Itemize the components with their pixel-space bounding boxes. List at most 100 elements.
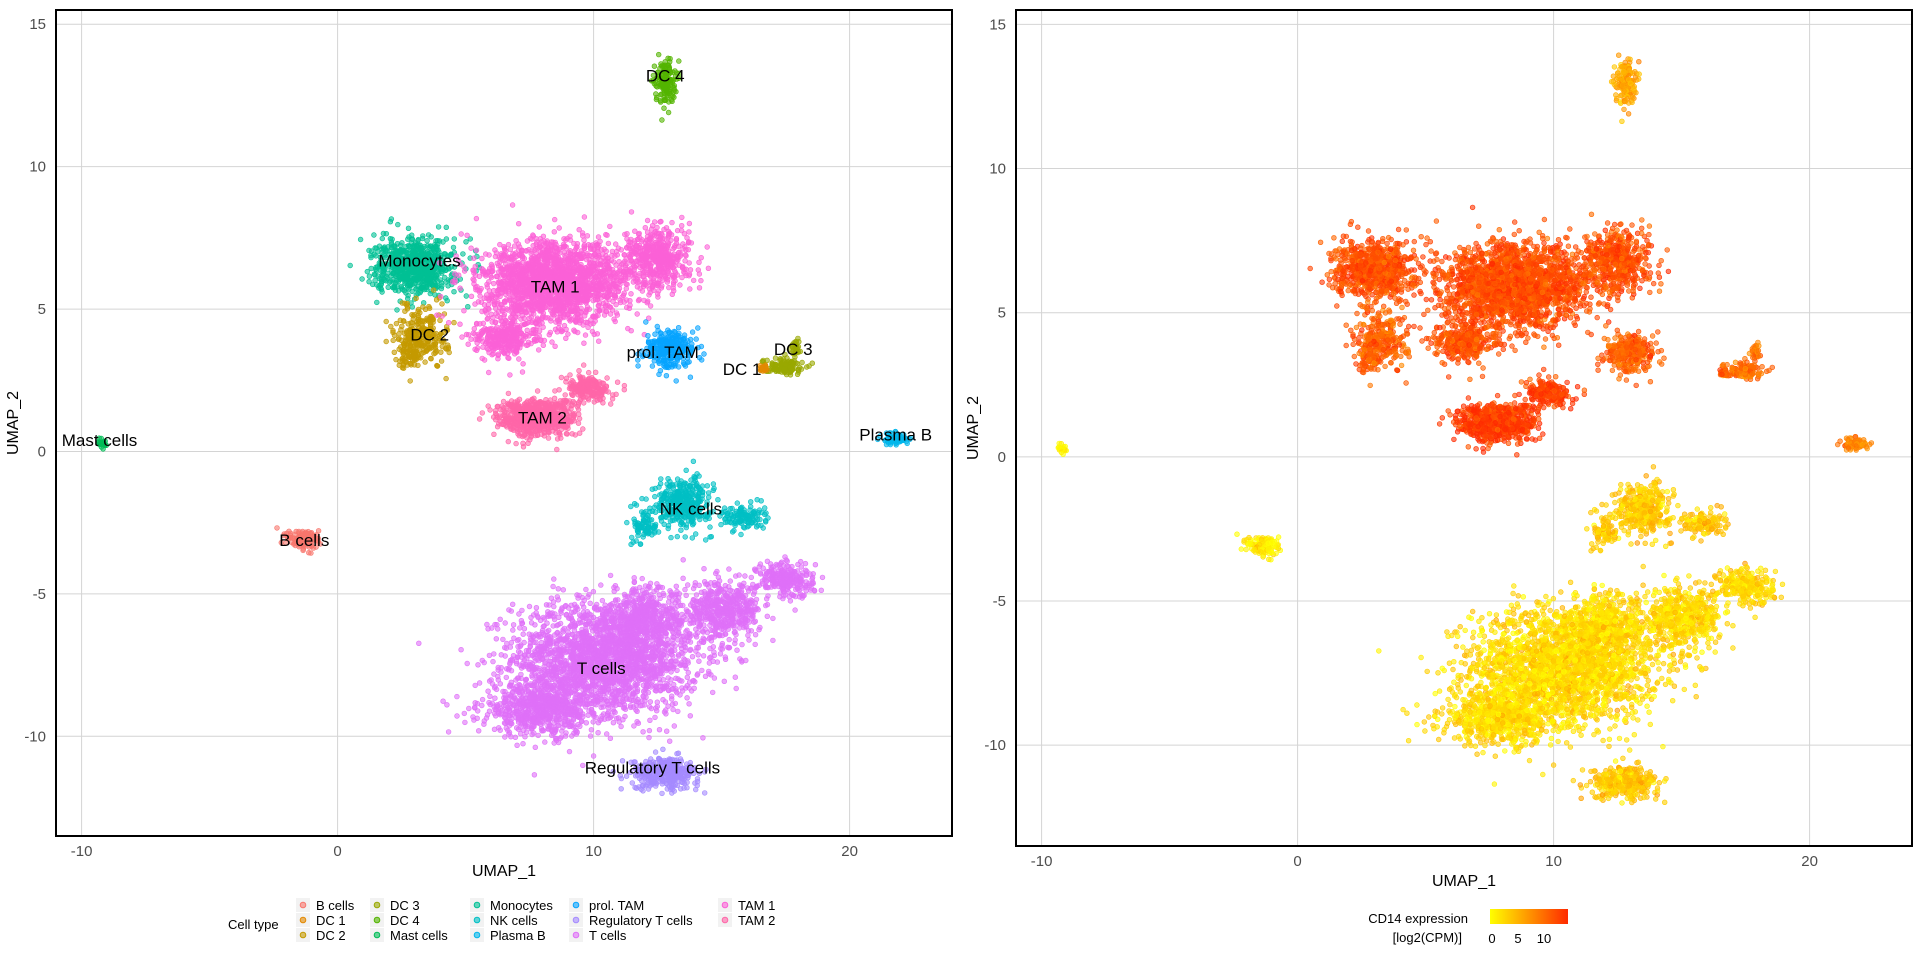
cell-point: [722, 679, 727, 684]
cell-point: [635, 689, 640, 694]
cell-point: [511, 622, 516, 627]
cell-point: [594, 628, 599, 633]
cell-point: [503, 654, 508, 659]
cell-point: [657, 727, 662, 732]
cell-point: [561, 587, 566, 592]
cell-point: [555, 595, 560, 600]
cell-point: [696, 652, 701, 657]
cell-point: [548, 642, 553, 647]
cell-point: [544, 602, 549, 607]
cell-point: [734, 686, 739, 691]
cell-point: [462, 711, 467, 716]
x-tick-label: 0: [333, 843, 341, 860]
cell-point: [710, 690, 715, 695]
cell-point: [650, 680, 655, 685]
cell-point: [640, 699, 645, 704]
cell-point: [563, 604, 568, 609]
cell-point: [579, 648, 584, 653]
cell-point: [620, 697, 625, 702]
cell-point: [516, 644, 521, 649]
cell-point: [571, 650, 576, 655]
cell-point: [569, 603, 574, 608]
cell-point: [655, 704, 660, 709]
cell-point: [552, 721, 557, 726]
cell-point: [662, 686, 667, 691]
cell-point: [641, 729, 646, 734]
cell-point: [583, 640, 588, 645]
cell-point: [591, 720, 596, 725]
cell-point: [644, 678, 649, 683]
cell-point: [546, 628, 551, 633]
cell-point: [683, 663, 688, 668]
cell-point: [517, 612, 522, 617]
cell-point: [487, 653, 492, 658]
cell-point: [546, 650, 551, 655]
cell-point: [594, 607, 599, 612]
x-tick-label: 20: [841, 843, 858, 860]
cell-point: [695, 673, 700, 678]
cell-point: [572, 661, 577, 666]
cell-point: [601, 645, 606, 650]
cell-point: [455, 714, 460, 719]
cell-point: [591, 615, 596, 620]
cell-point: [674, 584, 679, 589]
cell-point: [692, 686, 697, 691]
cell-point: [707, 671, 712, 676]
cell-point: [588, 601, 593, 606]
cell-point: [551, 604, 556, 609]
cell-point: [531, 613, 536, 618]
cell-point: [525, 664, 530, 669]
cell-point: [556, 586, 561, 591]
cell-point: [493, 713, 498, 718]
cell-point: [605, 626, 610, 631]
cell-point: [479, 703, 484, 708]
cell-point: [455, 694, 460, 699]
cell-point: [510, 602, 515, 607]
cell-point: [476, 728, 481, 733]
cell-point: [502, 645, 507, 650]
cell-point: [653, 715, 658, 720]
cell-point: [503, 621, 508, 626]
cell-point: [518, 692, 523, 697]
cell-point: [604, 732, 609, 737]
cell-point: [515, 655, 520, 660]
cell-point: [582, 598, 587, 603]
cell-point: [492, 672, 497, 677]
cell-point: [551, 661, 556, 666]
cell-point: [611, 681, 616, 686]
cell-point: [476, 662, 481, 667]
cell-point: [608, 636, 613, 641]
cell-point: [600, 598, 605, 603]
cell-point: [548, 611, 553, 616]
cell-point: [579, 719, 584, 724]
cell-point: [548, 634, 553, 639]
cell-point: [611, 707, 616, 712]
cell-point: [674, 676, 679, 681]
cell-point: [556, 647, 561, 652]
cell-point: [638, 665, 643, 670]
cell-point: [664, 729, 669, 734]
cell-point: [567, 649, 572, 654]
cell-point: [665, 637, 670, 642]
cell-point: [675, 709, 680, 714]
cell-point: [685, 675, 690, 680]
cell-point: [584, 720, 589, 725]
cell-point: [585, 609, 590, 614]
cell-point: [515, 676, 520, 681]
cell-point: [473, 683, 478, 688]
cell-point: [642, 694, 647, 699]
cell-point: [686, 670, 691, 675]
cell-point: [681, 557, 686, 562]
y-tick-label: -10: [24, 728, 46, 745]
cell-point: [664, 659, 669, 664]
cell-point: [551, 584, 556, 589]
cell-point: [647, 735, 652, 740]
cell-point: [536, 635, 541, 640]
cell-point: [618, 678, 623, 683]
cell-point: [611, 720, 616, 725]
cell-point: [509, 609, 514, 614]
cell-point: [570, 619, 575, 624]
cell-point: [559, 675, 564, 680]
